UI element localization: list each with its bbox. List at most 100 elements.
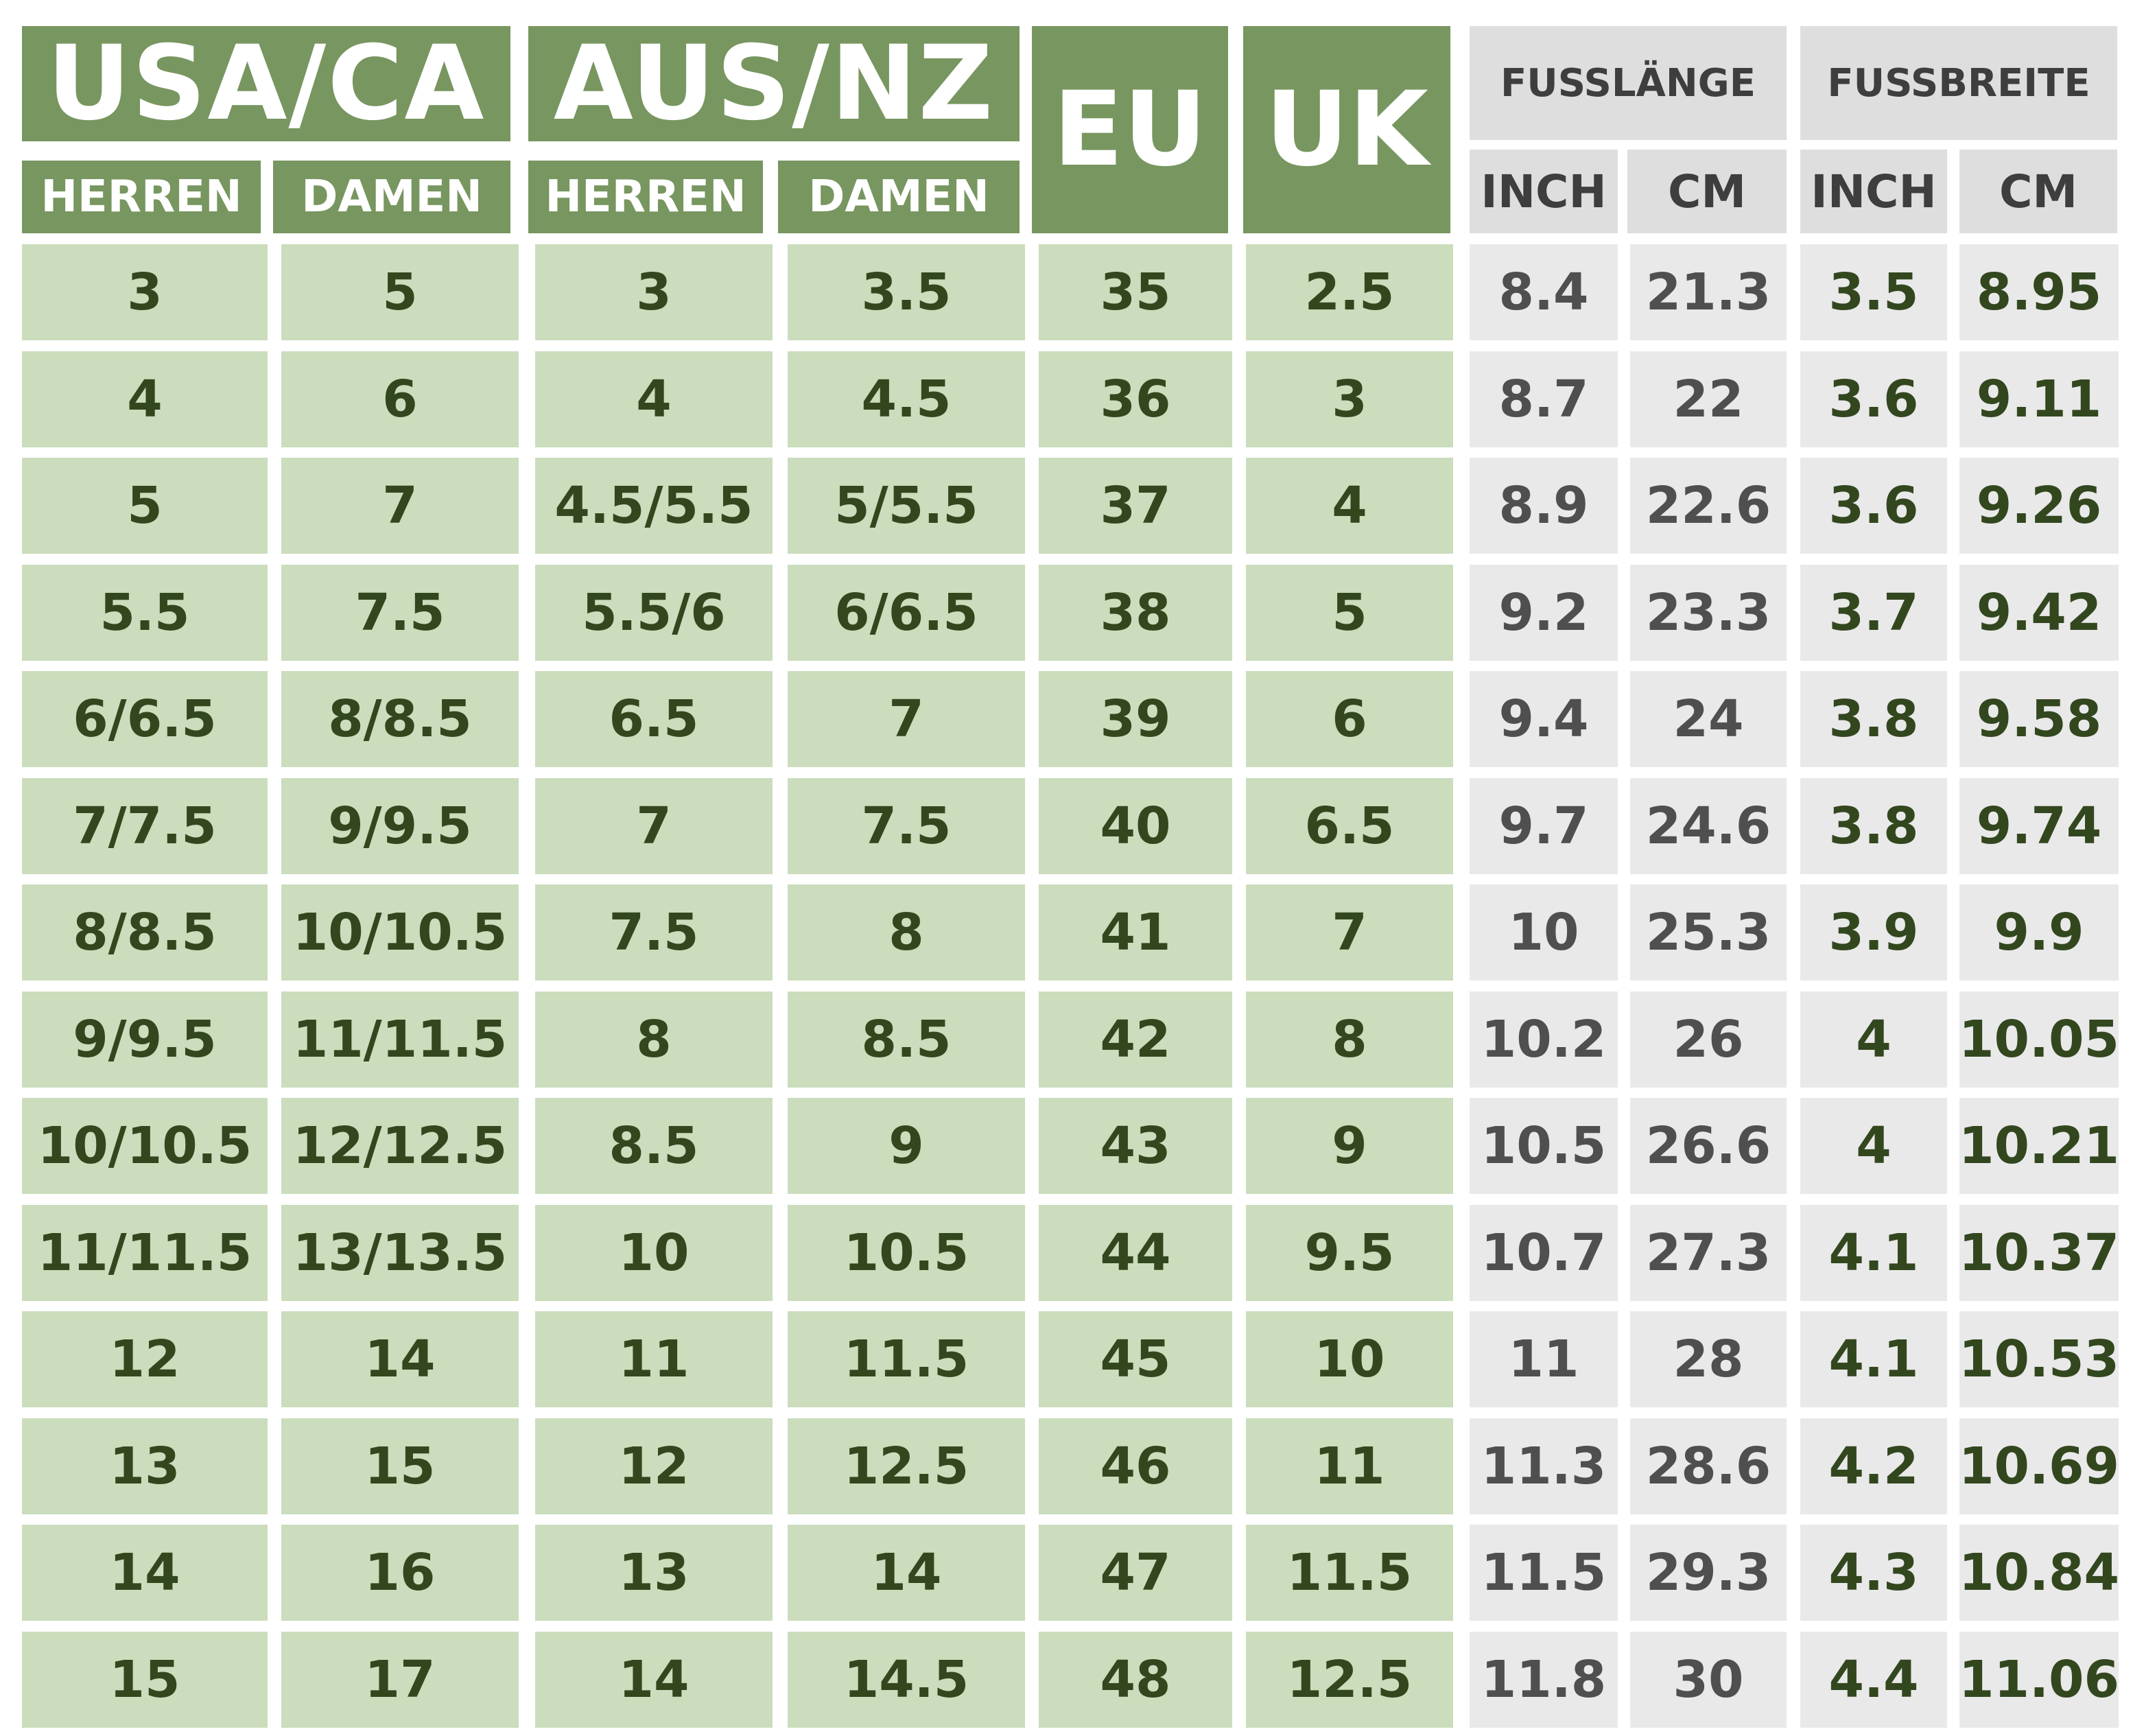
cell-eu: 37 bbox=[1039, 458, 1232, 554]
cell-usa-damen: 13/13.5 bbox=[281, 1205, 519, 1301]
cell-fussbreite-cm: 9.58 bbox=[1959, 671, 2119, 767]
cell-usa-damen: 7.5 bbox=[281, 565, 519, 661]
cell-fussbreite-cm: 9.42 bbox=[1959, 565, 2119, 661]
cell-eu: 41 bbox=[1039, 884, 1232, 981]
cell-uk: 9 bbox=[1246, 1098, 1453, 1194]
cell-uk: 7 bbox=[1246, 884, 1453, 981]
cell-aus-damen: 7 bbox=[788, 671, 1025, 767]
cell-usa-herren: 3 bbox=[22, 244, 268, 340]
cell-eu: 39 bbox=[1039, 671, 1232, 767]
cell-usa-herren: 15 bbox=[22, 1632, 268, 1728]
cell-aus-damen: 3.5 bbox=[788, 244, 1025, 340]
cell-aus-damen: 7.5 bbox=[788, 778, 1025, 874]
cell-fusslaenge-cm: 29.3 bbox=[1630, 1525, 1787, 1621]
cell-fussbreite-cm: 9.74 bbox=[1959, 778, 2119, 874]
cell-uk: 6.5 bbox=[1246, 778, 1453, 874]
cell-fussbreite-inch: 3.8 bbox=[1800, 778, 1947, 874]
cell-fusslaenge-cm: 24 bbox=[1630, 671, 1787, 767]
cell-usa-damen: 6 bbox=[281, 351, 519, 447]
cell-usa-herren: 5.5 bbox=[22, 565, 268, 661]
cell-fusslaenge-inch: 10 bbox=[1470, 884, 1618, 981]
cell-usa-damen: 16 bbox=[281, 1525, 519, 1621]
cell-fusslaenge-cm: 27.3 bbox=[1630, 1205, 1787, 1301]
cell-fussbreite-cm: 9.11 bbox=[1959, 351, 2119, 447]
cell-usa-herren: 11/11.5 bbox=[22, 1205, 268, 1301]
cell-fussbreite-inch: 4 bbox=[1800, 992, 1947, 1088]
cell-aus-herren: 14 bbox=[535, 1632, 773, 1728]
cell-aus-herren: 6.5 bbox=[535, 671, 773, 767]
cell-eu: 47 bbox=[1039, 1525, 1232, 1621]
header-fusslaenge: FUSSLÄNGE bbox=[1470, 26, 1787, 140]
cell-usa-herren: 6/6.5 bbox=[22, 671, 268, 767]
header-aus-nz: AUS/NZ bbox=[528, 24, 1020, 143]
cell-usa-herren: 14 bbox=[22, 1525, 268, 1621]
cell-usa-damen: 7 bbox=[281, 458, 519, 554]
cell-fussbreite-inch: 3.7 bbox=[1800, 565, 1947, 661]
cell-eu: 36 bbox=[1039, 351, 1232, 447]
cell-aus-herren: 4.5/5.5 bbox=[535, 458, 773, 554]
cell-aus-damen: 9 bbox=[788, 1098, 1025, 1194]
cell-fusslaenge-cm: 24.6 bbox=[1630, 778, 1787, 874]
cell-aus-damen: 5/5.5 bbox=[788, 458, 1025, 554]
cell-aus-damen: 14 bbox=[788, 1525, 1025, 1621]
subheader-fussbreite-inch: INCH bbox=[1800, 150, 1947, 233]
cell-usa-damen: 8/8.5 bbox=[281, 671, 519, 767]
cell-usa-damen: 12/12.5 bbox=[281, 1098, 519, 1194]
cell-aus-herren: 4 bbox=[535, 351, 773, 447]
cell-usa-damen: 17 bbox=[281, 1632, 519, 1728]
cell-eu: 48 bbox=[1039, 1632, 1232, 1728]
cell-uk: 11.5 bbox=[1246, 1525, 1453, 1621]
cell-fusslaenge-cm: 26.6 bbox=[1630, 1098, 1787, 1194]
cell-aus-damen: 6/6.5 bbox=[788, 565, 1025, 661]
cell-aus-herren: 8.5 bbox=[535, 1098, 773, 1194]
cell-fussbreite-inch: 3.9 bbox=[1800, 884, 1947, 981]
cell-fussbreite-inch: 4.1 bbox=[1800, 1205, 1947, 1301]
cell-fussbreite-inch: 3.6 bbox=[1800, 458, 1947, 554]
cell-eu: 43 bbox=[1039, 1098, 1232, 1194]
cell-fussbreite-inch: 3.6 bbox=[1800, 351, 1947, 447]
cell-fusslaenge-inch: 9.4 bbox=[1470, 671, 1618, 767]
cell-fussbreite-cm: 10.21 bbox=[1959, 1098, 2119, 1194]
cell-uk: 8 bbox=[1246, 992, 1453, 1088]
cell-fusslaenge-inch: 10.2 bbox=[1470, 992, 1618, 1088]
cell-usa-damen: 15 bbox=[281, 1418, 519, 1514]
cell-fussbreite-cm: 9.26 bbox=[1959, 458, 2119, 554]
cell-uk: 11 bbox=[1246, 1418, 1453, 1514]
cell-aus-damen: 10.5 bbox=[788, 1205, 1025, 1301]
cell-aus-damen: 4.5 bbox=[788, 351, 1025, 447]
cell-fussbreite-inch: 3.8 bbox=[1800, 671, 1947, 767]
cell-usa-herren: 5 bbox=[22, 458, 268, 554]
cell-fussbreite-cm: 9.9 bbox=[1959, 884, 2119, 981]
cell-uk: 6 bbox=[1246, 671, 1453, 767]
cell-fusslaenge-inch: 11 bbox=[1470, 1311, 1618, 1407]
header-usa-ca: USA/CA bbox=[22, 24, 510, 143]
cell-fusslaenge-cm: 22.6 bbox=[1630, 458, 1787, 554]
cell-fussbreite-inch: 4.2 bbox=[1800, 1418, 1947, 1514]
cell-usa-herren: 7/7.5 bbox=[22, 778, 268, 874]
cell-fussbreite-cm: 8.95 bbox=[1959, 244, 2119, 340]
cell-aus-herren: 12 bbox=[535, 1418, 773, 1514]
cell-eu: 40 bbox=[1039, 778, 1232, 874]
cell-eu: 35 bbox=[1039, 244, 1232, 340]
cell-fusslaenge-cm: 28 bbox=[1630, 1311, 1787, 1407]
cell-aus-damen: 8 bbox=[788, 884, 1025, 981]
cell-aus-damen: 14.5 bbox=[788, 1632, 1025, 1728]
cell-fusslaenge-inch: 11.5 bbox=[1470, 1525, 1618, 1621]
cell-usa-damen: 14 bbox=[281, 1311, 519, 1407]
cell-usa-herren: 12 bbox=[22, 1311, 268, 1407]
cell-fussbreite-cm: 10.69 bbox=[1959, 1418, 2119, 1514]
cell-uk: 9.5 bbox=[1246, 1205, 1453, 1301]
cell-fussbreite-inch: 4 bbox=[1800, 1098, 1947, 1194]
subheader-usa-herren: HERREN bbox=[22, 161, 261, 233]
cell-uk: 3 bbox=[1246, 351, 1453, 447]
subheader-usa-damen: DAMEN bbox=[273, 161, 510, 233]
header-uk: UK bbox=[1243, 26, 1450, 233]
cell-uk: 12.5 bbox=[1246, 1632, 1453, 1728]
cell-fusslaenge-inch: 10.5 bbox=[1470, 1098, 1618, 1194]
cell-aus-herren: 11 bbox=[535, 1311, 773, 1407]
cell-usa-damen: 10/10.5 bbox=[281, 884, 519, 981]
cell-fusslaenge-cm: 23.3 bbox=[1630, 565, 1787, 661]
cell-eu: 38 bbox=[1039, 565, 1232, 661]
cell-fusslaenge-cm: 30 bbox=[1630, 1632, 1787, 1728]
cell-usa-herren: 8/8.5 bbox=[22, 884, 268, 981]
